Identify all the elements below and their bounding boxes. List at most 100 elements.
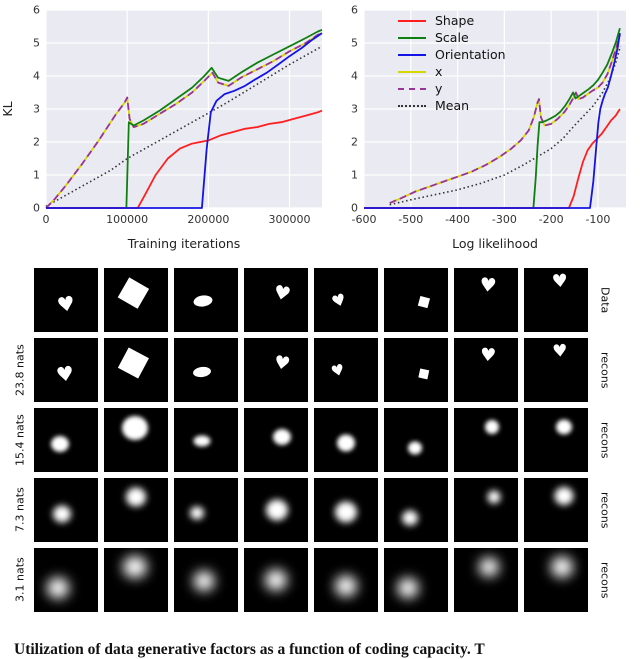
ellipse-sprite (335, 575, 357, 597)
kl-vs-training-iterations-chart: 0 1 2 3 4 5 6 0 100000 200000 300000 Training itera… (0, 4, 323, 251)
row-label-nats: 15.4 nats (13, 414, 27, 466)
legend-label: x (435, 64, 443, 79)
ellipse-sprite (555, 419, 572, 435)
svg-text:6: 6 (351, 4, 358, 17)
series-orientation (364, 32, 621, 209)
svg-text:5: 5 (351, 37, 358, 50)
reconstruction-tile (454, 548, 518, 612)
svg-text:0: 0 (351, 202, 358, 215)
svg-text:-400: -400 (445, 213, 470, 226)
reconstruction-row: 23.8 nats ♥ ■ ♥ ♥ ■ ♥ ♥ recons (10, 338, 640, 402)
legend-label: Orientation (435, 47, 506, 62)
ellipse-sprite (554, 486, 574, 505)
svg-text:1: 1 (351, 169, 358, 182)
reconstruction-tile (314, 548, 378, 612)
heart-sprite: ♥ (552, 341, 569, 363)
svg-text:100000: 100000 (106, 213, 148, 226)
square-sprite: ■ (113, 269, 156, 315)
reconstruction-row: 3.1 nats recons (10, 548, 640, 612)
series-mean (45, 45, 323, 207)
reconstruction-tile (454, 408, 518, 472)
reconstruction-tile (174, 408, 238, 472)
series-x (45, 32, 323, 209)
reconstruction-tile (244, 548, 308, 612)
x-axis-label: Log likelihood (452, 236, 538, 251)
square-sprite: ■ (416, 293, 433, 311)
reconstruction-tile: ♥ (524, 338, 588, 402)
reconstruction-tile: ■ (384, 268, 448, 332)
reconstruction-grid: ♥ ■ ♥ ♥ ■ ♥ ♥ Data 23.8 nats ♥ ■ ♥ ♥ ■ ♥ ♥ recons 15.4 na… (10, 268, 640, 612)
reconstruction-tile (244, 408, 308, 472)
kl-charts-row: 0 1 2 3 4 5 6 0 100000 200000 300000 Training itera… (0, 0, 640, 254)
ellipse-sprite (401, 510, 418, 526)
svg-text:200000: 200000 (187, 213, 229, 226)
ellipse-sprite (487, 490, 501, 504)
kl-vs-log-likelihood-chart: 0 1 2 3 4 5 6 -600 -500 -400 -300 -200 -100 Log likel… (351, 4, 626, 251)
series-scale (364, 27, 621, 209)
row-label-type: recons (598, 491, 612, 529)
ellipse-sprite (551, 556, 574, 578)
reconstruction-row: 15.4 nats recons (10, 408, 640, 472)
reconstruction-tile (384, 478, 448, 542)
reconstruction-tile (104, 408, 168, 472)
legend-line-sample (398, 87, 426, 90)
ellipse-sprite (126, 487, 146, 507)
reconstruction-tile: ■ (104, 338, 168, 402)
ellipse-sprite (485, 420, 500, 435)
reconstruction-tile (34, 408, 98, 472)
row-label-nats: 7.3 nats (13, 487, 27, 533)
legend-entry: x (398, 63, 506, 80)
reconstruction-tile (384, 548, 448, 612)
svg-text:4: 4 (33, 70, 40, 83)
svg-text:3: 3 (33, 103, 40, 116)
svg-text:6: 6 (33, 4, 40, 17)
legend-line-sample (398, 36, 426, 39)
square-sprite: ■ (417, 365, 432, 382)
reconstruction-tile (104, 548, 168, 612)
reconstruction-tile (34, 478, 98, 542)
reconstruction-tile (524, 478, 588, 542)
heart-sprite: ♥ (271, 280, 294, 306)
ellipse-sprite (335, 501, 357, 523)
reconstruction-tile (314, 408, 378, 472)
heart-sprite: ♥ (55, 290, 77, 318)
legend-line-sample (398, 70, 426, 73)
reconstruction-tile: ♥ (524, 268, 588, 332)
figure-caption: Utilization of data generative factors a… (14, 641, 485, 658)
reconstruction-row: ♥ ■ ♥ ♥ ■ ♥ ♥ Data (10, 268, 640, 332)
legend-line-sample (398, 53, 426, 56)
reconstruction-tile: ♥ (244, 268, 308, 332)
reconstruction-tile (314, 478, 378, 542)
reconstruction-tile (244, 478, 308, 542)
reconstruction-tile (384, 408, 448, 472)
svg-text:-600: -600 (352, 213, 377, 226)
ellipse-sprite (53, 505, 72, 523)
svg-text:-500: -500 (398, 213, 423, 226)
reconstruction-tile (104, 478, 168, 542)
ellipse-sprite (193, 435, 211, 447)
legend-entry: Scale (398, 29, 506, 46)
ellipse-sprite (190, 506, 205, 520)
ellipse-sprite (273, 428, 292, 445)
reconstruction-row: 7.3 nats recons (10, 478, 640, 542)
legend-entry: Orientation (398, 46, 506, 63)
legend-entry: y (398, 80, 506, 97)
y-axis-label: KL (0, 101, 15, 116)
reconstruction-tile: ♥ (34, 268, 98, 332)
reconstruction-tile: ♥ (454, 338, 518, 402)
reconstruction-tile: ■ (384, 338, 448, 402)
series-scale (46, 28, 323, 209)
ellipse-sprite (122, 556, 147, 579)
ellipse-sprite (193, 571, 215, 592)
series-mean (389, 46, 622, 206)
row-label-type: Data (598, 286, 612, 314)
ellipse-sprite (337, 434, 355, 452)
reconstruction-tile: ♥ (244, 338, 308, 402)
series-shape (46, 109, 323, 209)
reconstruction-tile: ♥ (34, 338, 98, 402)
row-label-type: recons (598, 421, 612, 459)
svg-text:-200: -200 (539, 213, 564, 226)
ellipse-sprite (265, 569, 287, 591)
ellipse-sprite (266, 499, 289, 521)
